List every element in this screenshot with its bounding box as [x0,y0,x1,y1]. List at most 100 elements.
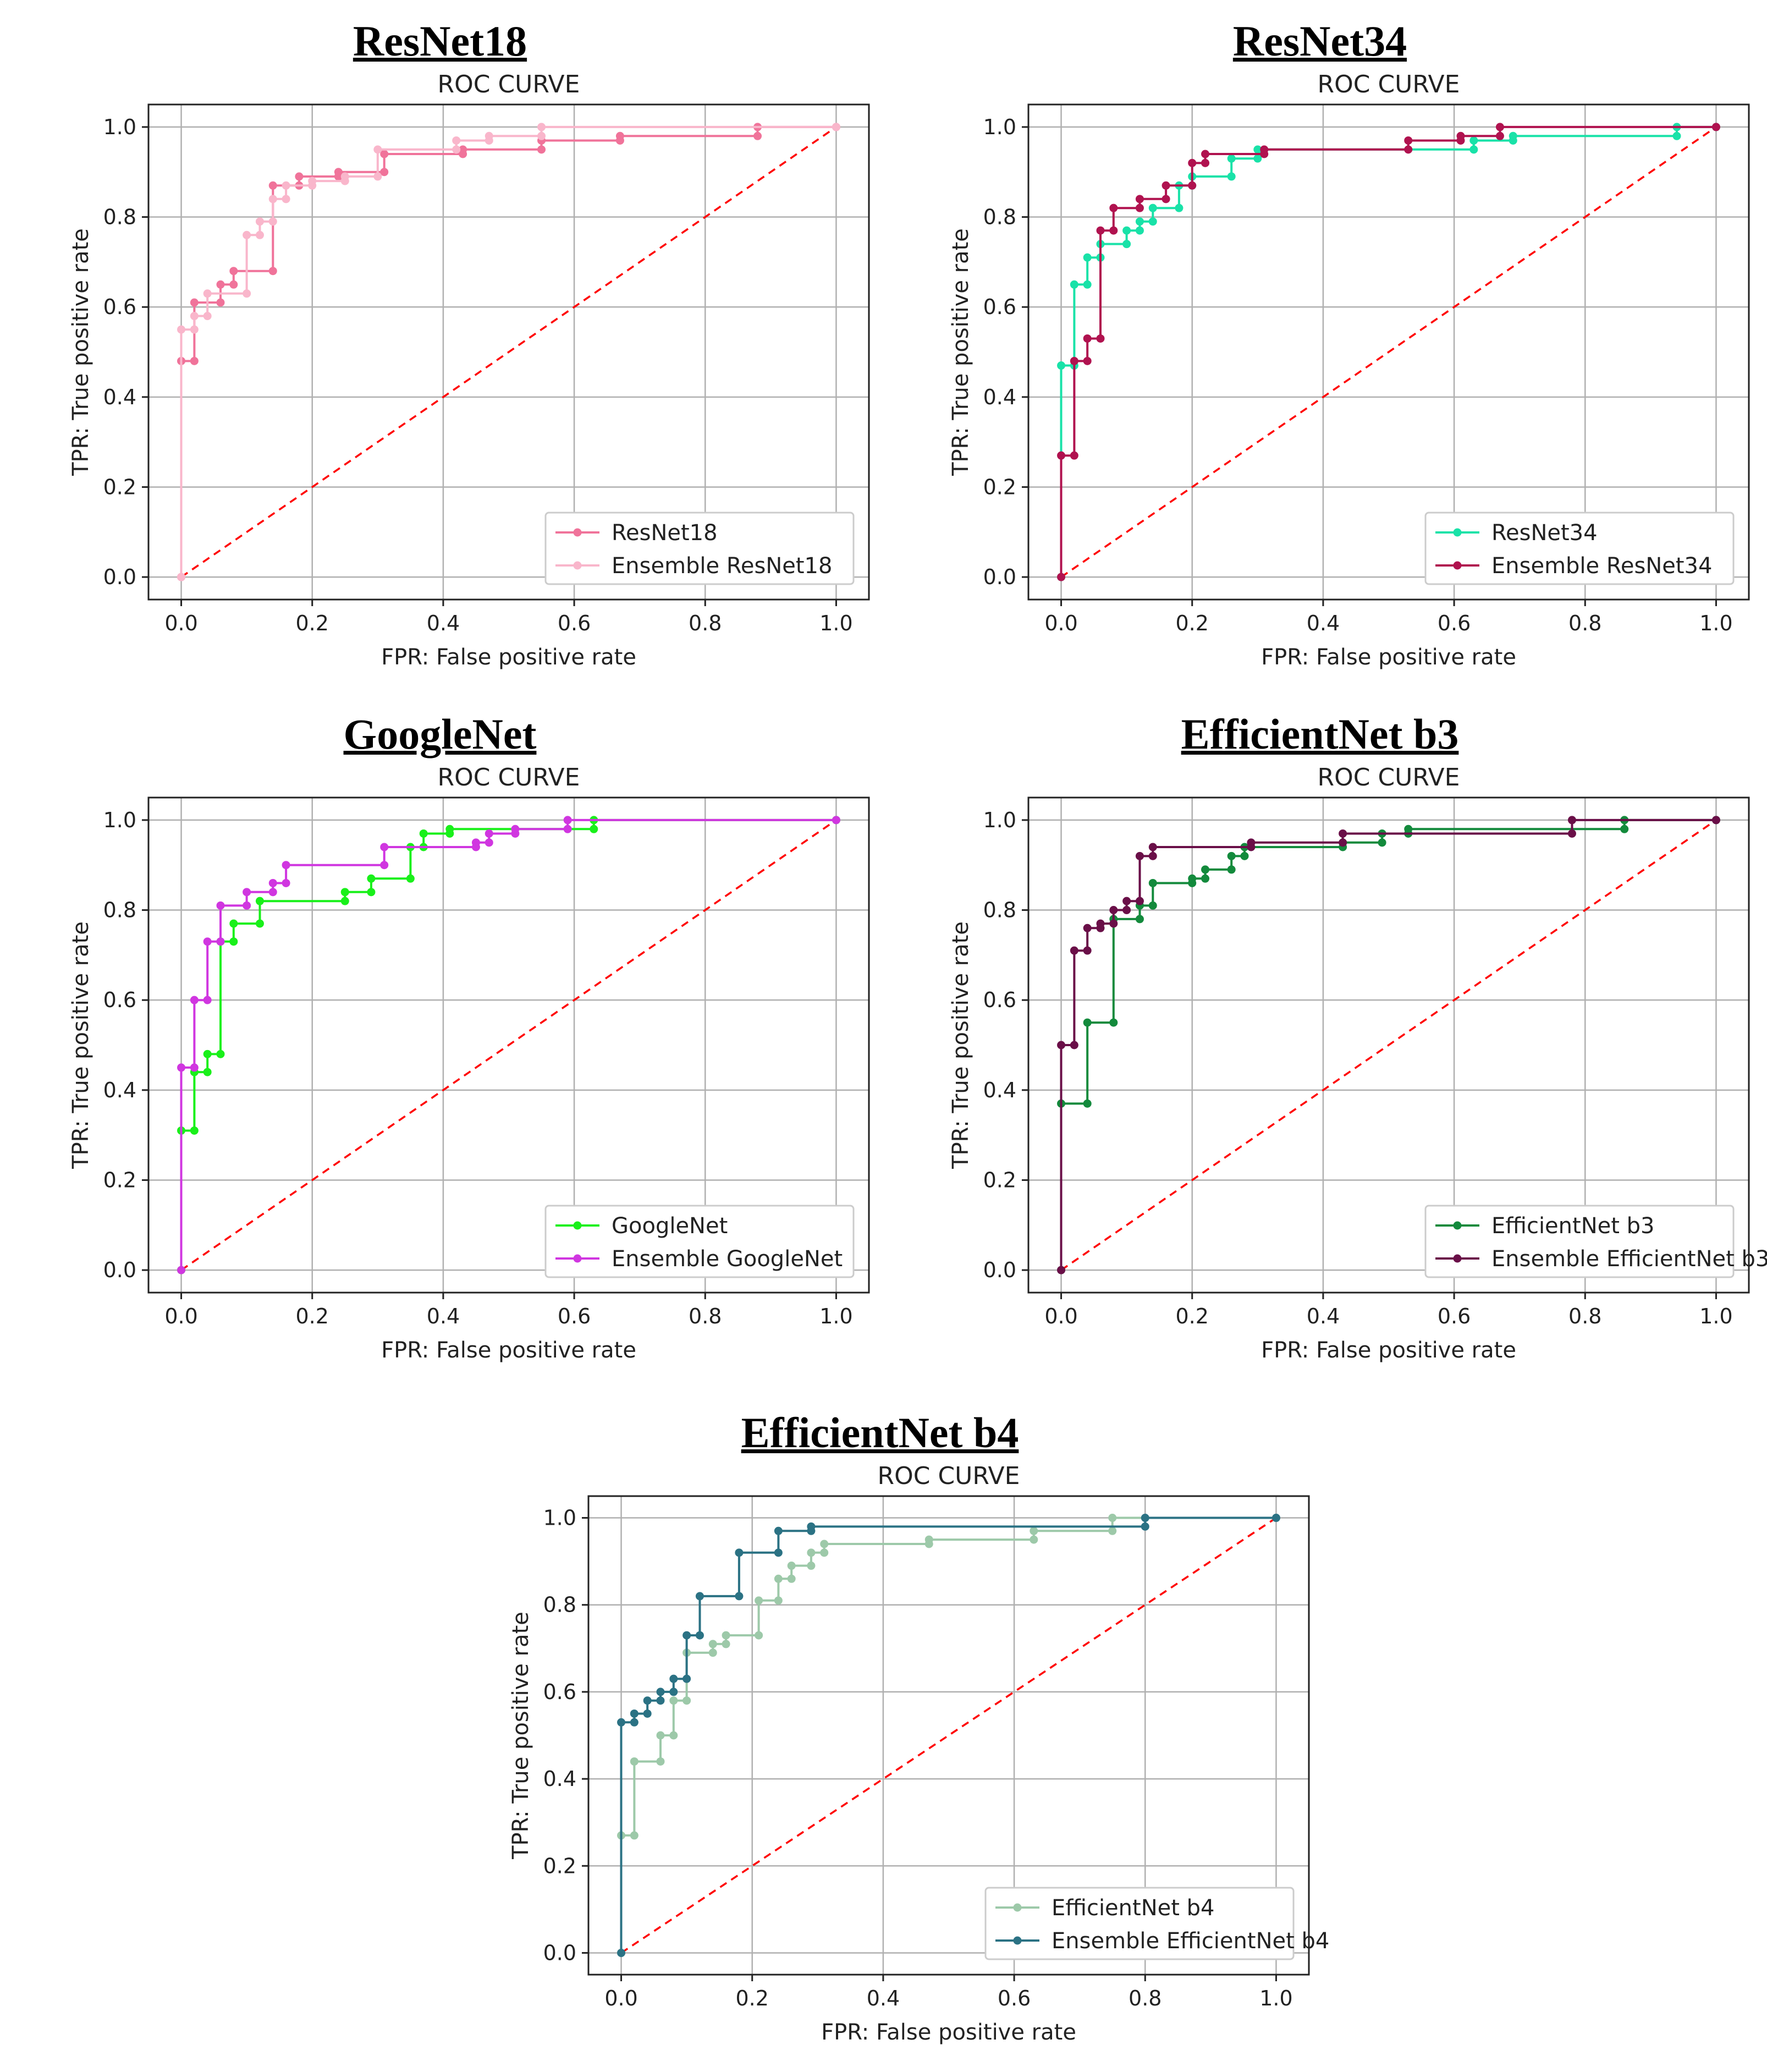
roc-point [1057,1041,1066,1049]
chart-title: ROC CURVE [438,70,580,98]
y-axis-label: TPR: True positive rate [68,228,93,476]
plot-frame [147,796,870,1294]
roc-point [1122,226,1131,235]
roc-point [1188,181,1197,190]
y-tick-label: 0.8 [103,898,136,922]
model-title: GoogleNet [343,710,537,758]
roc-point [774,1574,783,1583]
roc-point [255,919,264,928]
x-tick-label: 0.0 [1044,611,1077,635]
roc-point [656,1731,665,1740]
roc-point [511,825,520,833]
roc-point [216,901,225,910]
roc-point [563,816,572,825]
x-tick-label: 0.8 [1568,1304,1601,1328]
y-tick-label: 0.4 [543,1767,576,1791]
roc-point [656,1757,665,1766]
y-tick-label: 0.0 [983,565,1016,589]
roc-point [1567,816,1576,825]
roc-point [1057,1266,1066,1274]
legend-swatch-marker [1453,1221,1462,1230]
roc-point [1188,158,1197,167]
y-tick-label: 0.8 [543,1593,576,1617]
roc-point [367,874,376,883]
roc-point [380,168,389,177]
roc-point [216,280,225,289]
roc-point [243,901,251,910]
roc-point [753,131,762,140]
legend-swatch-marker [1013,1903,1022,1912]
roc-point [820,1548,829,1557]
roc-point [1253,154,1262,163]
legend-label: GoogleNet [612,1213,728,1239]
roc-point [755,1596,763,1605]
roc-point [203,996,212,1004]
y-tick-label: 0.6 [983,988,1016,1012]
roc-point [1122,897,1131,905]
y-tick-label: 1.0 [103,808,136,832]
roc-point [282,861,290,870]
roc-point [229,919,238,928]
roc-point [1030,1535,1038,1544]
y-tick-label: 0.0 [983,1258,1016,1282]
roc-point [1404,825,1413,833]
roc-point [255,230,264,239]
roc-point [1148,217,1157,226]
roc-point [669,1696,678,1705]
roc-point [1162,195,1170,204]
roc-point [203,937,212,946]
legend-swatch-marker [1453,561,1462,570]
y-tick-label: 0.2 [983,475,1016,499]
chance-diagonal-line [1060,819,1717,1271]
roc-point [367,888,376,897]
roc-point [1096,226,1105,235]
roc-point [1135,226,1144,235]
x-axis-label: FPR: False positive rate [1261,1338,1516,1363]
y-tick-label: 0.6 [103,988,136,1012]
legend [544,512,855,585]
roc-point [669,1674,678,1683]
y-tick-label: 0.8 [103,205,136,229]
chart-title: ROC CURVE [1318,763,1460,792]
y-tick-label: 0.8 [983,898,1016,922]
roc-chart-googlenet: ROC CURVE 0.0 0.0 0.2 0.2 0.4 0.4 0.6 0.6 0.8 0.8 1… [68,763,870,1363]
roc-point [807,1522,816,1531]
roc-chart-resnet34: ROC CURVE 0.0 0.0 0.2 0.2 0.4 0.4 0.6 0.6 0.8 0.8 1… [948,70,1750,670]
roc-point [1122,906,1131,915]
plot-frame [587,1495,1310,1976]
roc-point [774,1526,783,1535]
roc-point [695,1631,704,1640]
model-title: ResNet34 [1232,17,1407,65]
roc-point [656,1688,665,1696]
roc-point [1227,865,1236,874]
roc-point [406,874,415,883]
x-tick-label: 0.0 [1044,1304,1077,1328]
x-tick-label: 0.2 [1176,1304,1209,1328]
roc-point [1083,924,1092,932]
roc-point [190,356,199,365]
roc-point [1509,131,1517,140]
y-tick-label: 1.0 [543,1506,576,1530]
y-tick-label: 0.6 [983,295,1016,319]
legend-label: Ensemble GoogleNet [612,1246,843,1272]
roc-point [1271,1514,1280,1523]
roc-point [452,145,461,154]
roc-point [216,1049,225,1058]
roc-point [722,1631,730,1640]
roc-point [1162,181,1170,190]
roc-point [485,838,493,847]
x-axis-label: FPR: False positive rate [381,1338,636,1363]
roc-point [268,888,277,897]
roc-point [820,1540,829,1548]
roc-point [755,1631,763,1640]
y-tick-label: 0.4 [103,1078,136,1102]
x-tick-label: 0.4 [1307,1304,1340,1328]
roc-point [255,897,264,905]
chart-title: ROC CURVE [438,763,580,792]
roc-point [1339,829,1347,838]
roc-point [282,181,290,190]
chance-diagonal-line [180,126,837,578]
roc-point [1711,816,1720,825]
roc-point [656,1696,665,1705]
x-tick-label: 0.0 [164,611,197,635]
